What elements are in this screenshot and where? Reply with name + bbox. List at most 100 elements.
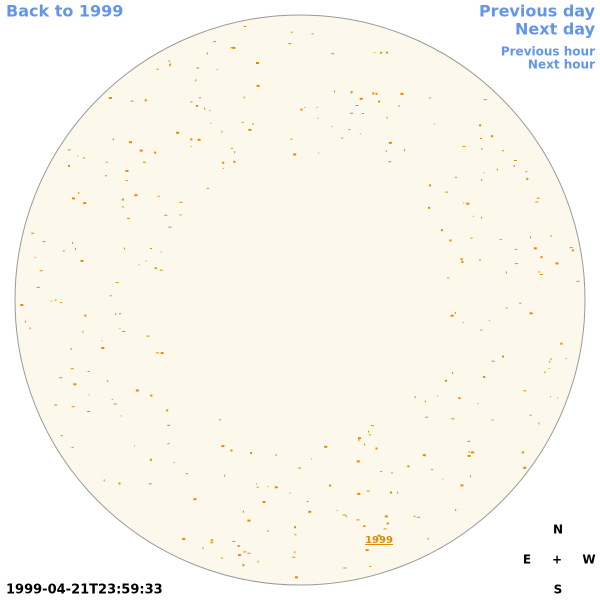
speck <box>87 411 91 412</box>
speck <box>197 138 201 141</box>
next-day-link[interactable]: Next day <box>515 20 596 39</box>
timestamp: 1999-04-21T23:59:33 <box>6 583 163 598</box>
speck <box>529 312 533 315</box>
speck <box>206 52 208 55</box>
compass-east: E <box>523 553 531 567</box>
speck <box>515 263 519 265</box>
speck <box>304 107 306 108</box>
speck <box>20 304 24 306</box>
speck <box>306 501 309 503</box>
speck <box>213 41 217 43</box>
speck <box>220 557 223 559</box>
speck <box>83 202 87 205</box>
speck <box>73 383 77 386</box>
speck <box>123 247 125 250</box>
compass-south: S <box>554 583 563 597</box>
speck <box>385 150 387 153</box>
speck <box>308 510 312 513</box>
speck <box>70 368 74 370</box>
speck <box>149 458 152 461</box>
speck <box>455 509 457 512</box>
speck <box>565 358 567 359</box>
speck <box>468 451 471 453</box>
back-link[interactable]: Back to 1999 <box>6 2 123 21</box>
speck <box>461 260 464 263</box>
speck <box>496 168 498 171</box>
speck <box>345 515 347 518</box>
speck <box>113 403 117 405</box>
speck <box>358 439 360 442</box>
speck <box>262 501 266 504</box>
speck <box>569 247 573 249</box>
compass-west: W <box>582 553 595 567</box>
speck <box>122 331 126 332</box>
year-link[interactable]: 1999 <box>365 535 393 546</box>
speck <box>149 248 152 249</box>
speck <box>167 424 171 426</box>
previous-hour-link[interactable]: Previous hour <box>501 45 595 59</box>
speck <box>369 566 372 567</box>
speck <box>31 232 35 234</box>
speck <box>469 475 471 478</box>
speck <box>190 146 192 147</box>
speck <box>318 152 320 154</box>
speck <box>526 177 529 180</box>
speck <box>148 483 152 485</box>
speck <box>538 422 540 425</box>
speck <box>295 576 298 579</box>
speck <box>368 434 371 436</box>
speck <box>384 515 388 518</box>
speck <box>350 91 353 94</box>
speck <box>288 43 292 45</box>
sunspot-specks <box>20 26 580 579</box>
speck <box>491 135 494 138</box>
speck <box>80 259 84 262</box>
speck <box>466 202 470 205</box>
previous-day-link[interactable]: Previous day <box>479 2 596 21</box>
speck <box>530 236 531 239</box>
speck <box>505 307 508 309</box>
speck <box>29 327 31 330</box>
speck <box>549 360 551 363</box>
speck <box>548 368 550 369</box>
speck <box>371 425 374 427</box>
speck <box>557 397 559 399</box>
speck <box>77 155 79 157</box>
next-hour-link[interactable]: Next hour <box>528 58 595 72</box>
speck <box>42 241 46 243</box>
speck <box>101 340 103 342</box>
speck <box>135 389 139 392</box>
speck <box>112 138 114 141</box>
speck <box>390 491 392 494</box>
speck <box>50 300 52 302</box>
speck <box>513 165 515 167</box>
speck <box>535 201 539 203</box>
speck <box>210 122 212 124</box>
speck <box>232 46 236 49</box>
speck <box>331 126 333 128</box>
speck <box>230 449 233 452</box>
speck <box>445 191 449 193</box>
speck <box>480 329 483 331</box>
speck <box>348 129 351 131</box>
speck <box>24 320 26 323</box>
speck <box>84 314 87 317</box>
speck <box>447 277 450 279</box>
speck <box>156 68 159 70</box>
speck <box>481 216 483 219</box>
speck <box>479 259 481 262</box>
speck <box>146 335 150 337</box>
speck <box>536 197 540 199</box>
speck <box>103 479 105 482</box>
speck <box>372 92 375 95</box>
speck <box>160 251 162 253</box>
speck <box>365 549 369 552</box>
speck <box>481 179 483 182</box>
speck <box>380 471 383 473</box>
speck <box>366 490 370 492</box>
speck <box>451 418 455 420</box>
speck <box>442 478 444 480</box>
speck <box>300 108 303 111</box>
speck <box>169 64 171 67</box>
speck <box>234 151 236 154</box>
